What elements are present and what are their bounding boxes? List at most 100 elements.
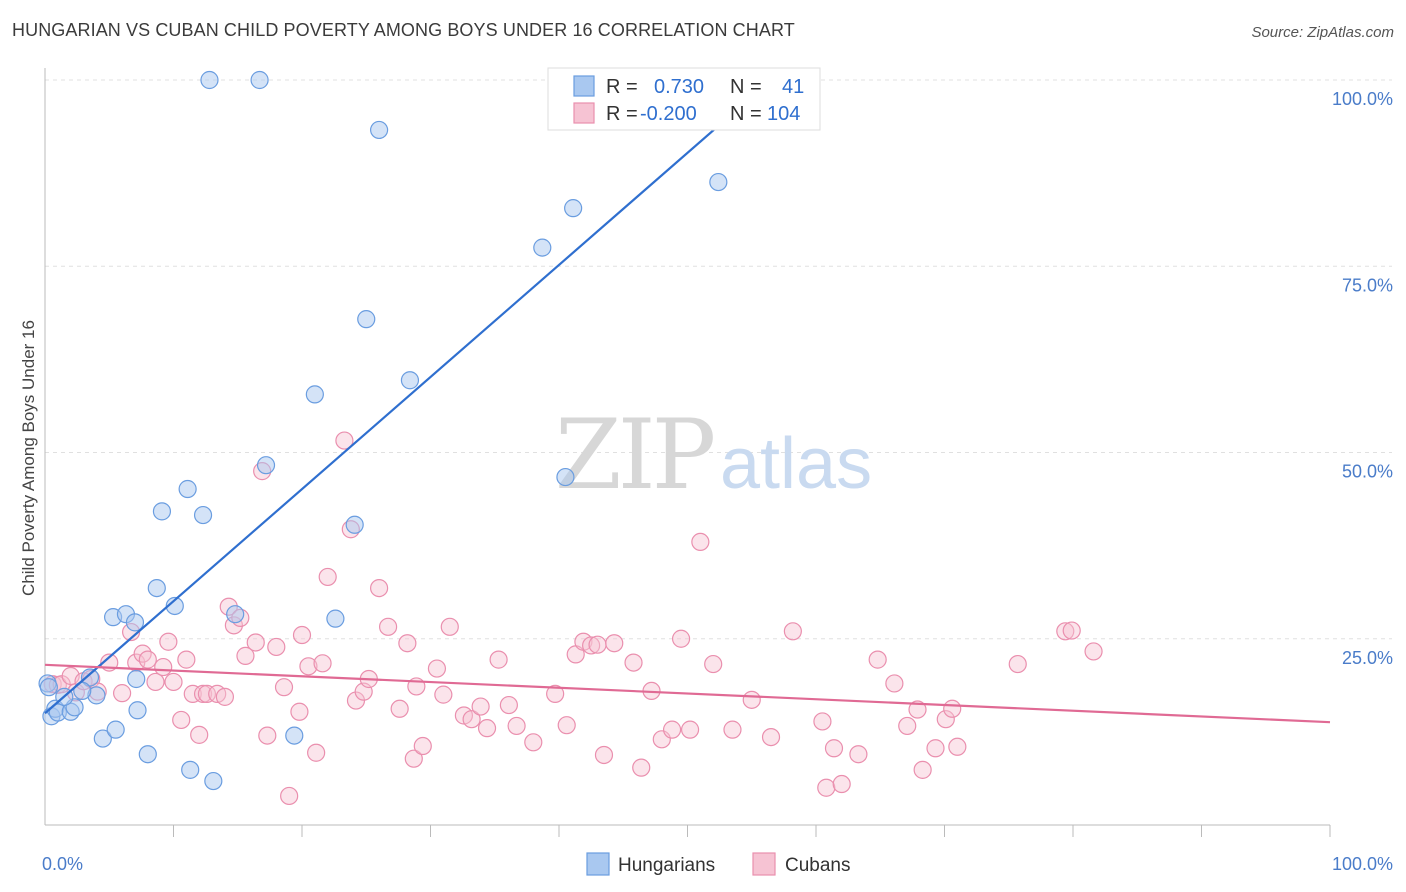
cubans-point — [112, 684, 132, 703]
cubans-point — [370, 578, 389, 598]
hungarians-point — [326, 609, 345, 628]
y-axis-label: Child Poverty Among Boys Under 16 — [19, 320, 38, 596]
x-tick-labels: 0.0% 100.0% — [42, 854, 1393, 874]
cubans-point — [290, 702, 309, 721]
watermark: ZIP atlas — [555, 399, 872, 511]
legend-n-value-1: 41 — [782, 76, 804, 98]
cubans-point — [280, 786, 299, 806]
hungarians-point — [200, 70, 219, 90]
hungarians-point — [709, 172, 728, 192]
bottom-legend-swatch-hungarians — [586, 852, 610, 876]
legend-r-label-1: R = — [606, 76, 638, 98]
hungarians-point — [138, 745, 157, 764]
series-hungarians-points — [38, 70, 728, 791]
y-tick-label-3: 100.0% — [1332, 89, 1393, 109]
cubans-point — [154, 657, 173, 677]
watermark-zip: ZIP — [555, 399, 714, 511]
source-label: Source: ZipAtlas.com — [1251, 24, 1394, 41]
cubans-point — [594, 745, 614, 765]
cubans-point — [190, 725, 209, 744]
hungarians-point — [285, 726, 304, 745]
trendline-cubans — [44, 663, 1331, 724]
y-tick-labels: 25.0% 50.0% 75.0% 100.0% — [1332, 89, 1393, 668]
hungarians-point — [564, 199, 583, 218]
cubans-point — [477, 719, 497, 738]
legend-swatch-cubans — [573, 102, 595, 124]
cubans-point — [138, 650, 157, 669]
hungarians-point — [152, 502, 172, 521]
cubans-point — [908, 700, 927, 719]
cubans-point — [236, 646, 255, 665]
cubans-point — [172, 710, 191, 730]
cubans-point — [427, 659, 447, 678]
legend-swatch-hungarians — [573, 75, 595, 97]
cubans-point — [582, 636, 601, 655]
legend-n-label-1: N = — [730, 76, 762, 98]
cubans-point — [292, 625, 312, 645]
watermark-atlas: atlas — [720, 424, 872, 504]
cubans-point — [499, 695, 518, 715]
hungarians-point — [125, 613, 145, 632]
hungarians-point — [165, 596, 184, 616]
hungarians-point — [556, 467, 575, 487]
cubans-point — [557, 716, 576, 735]
cubans-point — [783, 622, 802, 641]
axes — [44, 68, 1331, 837]
hungarians-point — [178, 479, 197, 499]
correlation-legend: R = 0.730 N = 41 R = -0.200 N = 104 — [547, 67, 821, 131]
cubans-point — [885, 674, 904, 693]
hungarians-point — [204, 771, 223, 791]
cubans-point — [943, 699, 962, 718]
hungarians-point — [127, 669, 146, 689]
cubans-point — [404, 749, 423, 768]
cubans-point — [193, 684, 213, 703]
cubans-point — [913, 760, 932, 779]
cubans-point — [274, 678, 294, 697]
trendline-hungarians — [44, 79, 772, 715]
cubans-point — [723, 720, 742, 739]
bottom-legend-cubans: Cubans — [785, 855, 851, 876]
hungarians-point — [80, 668, 100, 687]
cubans-point — [824, 739, 844, 758]
cubans-point — [1084, 642, 1103, 661]
hungarians-point — [181, 760, 200, 779]
cubans-point — [936, 710, 955, 729]
cubans-point — [299, 657, 318, 676]
cubans-point — [898, 716, 917, 736]
cubans-point — [313, 654, 332, 673]
cubans-point — [588, 635, 607, 654]
cubans-point — [246, 633, 265, 652]
cubans-point — [177, 650, 196, 669]
cubans-point — [307, 743, 326, 762]
cubans-point — [133, 644, 152, 663]
cubans-point — [413, 736, 432, 756]
legend-r-label-2: R = — [606, 103, 638, 125]
cubans-point — [605, 634, 624, 653]
cubans-point — [398, 634, 417, 653]
cubans-point — [335, 431, 354, 450]
cubans-point — [832, 774, 851, 794]
bottom-legend-swatch-cubans — [752, 852, 776, 876]
cubans-point — [507, 716, 526, 736]
hungarians-point — [400, 371, 420, 390]
cubans-point — [671, 629, 691, 648]
hungarians-point — [93, 729, 112, 748]
cubans-point — [146, 672, 165, 692]
cubans-point — [1062, 621, 1081, 640]
legend-n-label-2: N = — [730, 103, 762, 125]
hungarians-point — [345, 515, 364, 534]
y-tick-label-0: 25.0% — [1342, 648, 1393, 668]
cubans-point — [704, 654, 723, 674]
legend-r-value-2: -0.200 — [640, 103, 697, 125]
cubans-point — [215, 687, 234, 706]
cubans-point — [546, 684, 565, 703]
hungarians-point — [305, 385, 324, 404]
cubans-point — [926, 739, 945, 758]
cubans-point — [868, 650, 887, 669]
cubans-point — [662, 720, 682, 739]
cubans-point — [624, 653, 643, 672]
cubans-point — [258, 726, 277, 745]
gridlines — [45, 79, 1392, 640]
cubans-point — [378, 617, 398, 636]
